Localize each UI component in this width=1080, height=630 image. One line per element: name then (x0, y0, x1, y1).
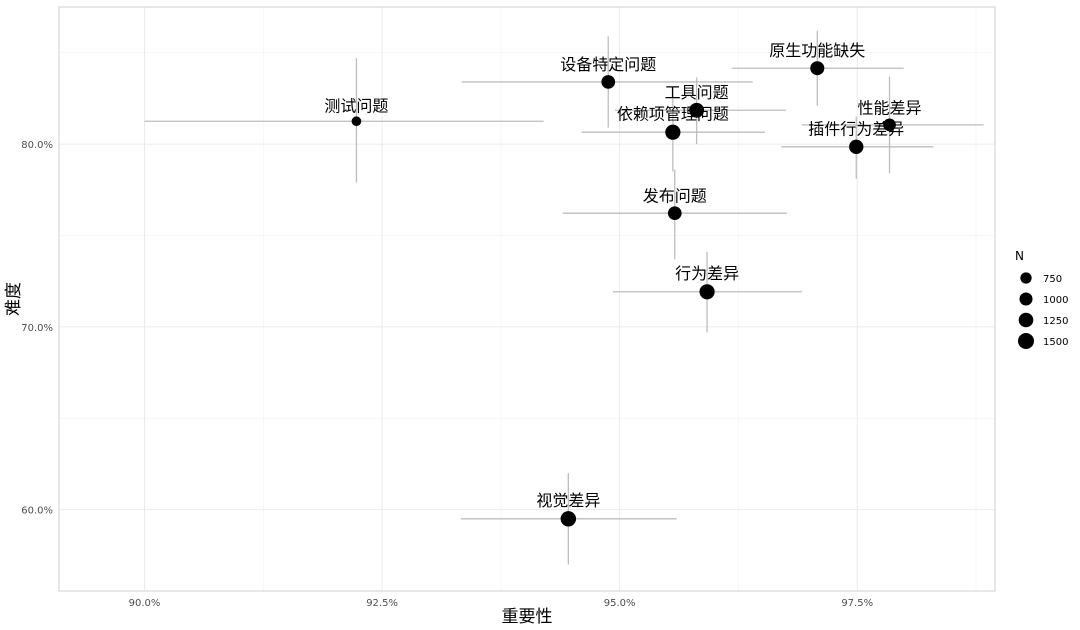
point-label: 行为差异 (675, 264, 739, 283)
x-tick-label: 95.0% (604, 598, 636, 609)
y-tick-label: 70.0% (21, 323, 53, 334)
x-axis-title: 重要性 (502, 607, 553, 627)
grid-major (59, 7, 995, 591)
legend-label: 1500 (1043, 337, 1068, 348)
data-point (689, 102, 705, 118)
x-tick-labels: 90.0% 92.5% 95.0% 97.5% (129, 598, 873, 609)
x-tick-label: 90.0% (129, 598, 161, 609)
data-point (351, 116, 362, 127)
legend-title: N (1015, 249, 1024, 263)
data-point (665, 124, 681, 140)
data-point (667, 206, 682, 221)
point-label: 工具问题 (665, 83, 729, 102)
legend-key (1019, 292, 1033, 306)
point-label: 原生功能缺失 (769, 41, 865, 60)
point-label: 性能差异 (858, 99, 922, 118)
point-label: 依赖项管理问题 (617, 105, 729, 124)
point-label: 设备特定问题 (560, 55, 656, 74)
y-tick-label: 80.0% (21, 140, 53, 151)
x-tick-label: 97.5% (841, 598, 873, 609)
data-point (810, 61, 825, 76)
point-label: 插件行为差异 (808, 120, 904, 139)
point-label: 发布问题 (643, 186, 707, 205)
panel-background (59, 7, 995, 591)
grid-minor (59, 7, 995, 591)
data-point (601, 75, 616, 89)
legend-label: 750 (1043, 274, 1062, 285)
size-legend: N 750 1000 1250 1500 (1015, 249, 1068, 349)
legend-label: 1250 (1043, 316, 1068, 327)
y-axis-title: 难度 (4, 282, 24, 316)
legend-key (1018, 333, 1034, 349)
y-tick-label: 60.0% (21, 506, 53, 517)
y-tick-labels: 60.0% 70.0% 80.0% (21, 140, 53, 517)
legend-label: 1000 (1043, 295, 1068, 306)
legend-key (1020, 272, 1032, 284)
point-label: 测试问题 (324, 96, 388, 115)
data-points (351, 61, 896, 527)
legend-key (1018, 312, 1034, 328)
data-point (883, 118, 896, 132)
panel-border (58, 6, 996, 592)
data-point (699, 284, 715, 300)
data-point (849, 139, 864, 154)
data-point (560, 511, 577, 527)
point-label: 视觉差异 (536, 491, 600, 510)
x-tick-label: 92.5% (366, 598, 398, 609)
